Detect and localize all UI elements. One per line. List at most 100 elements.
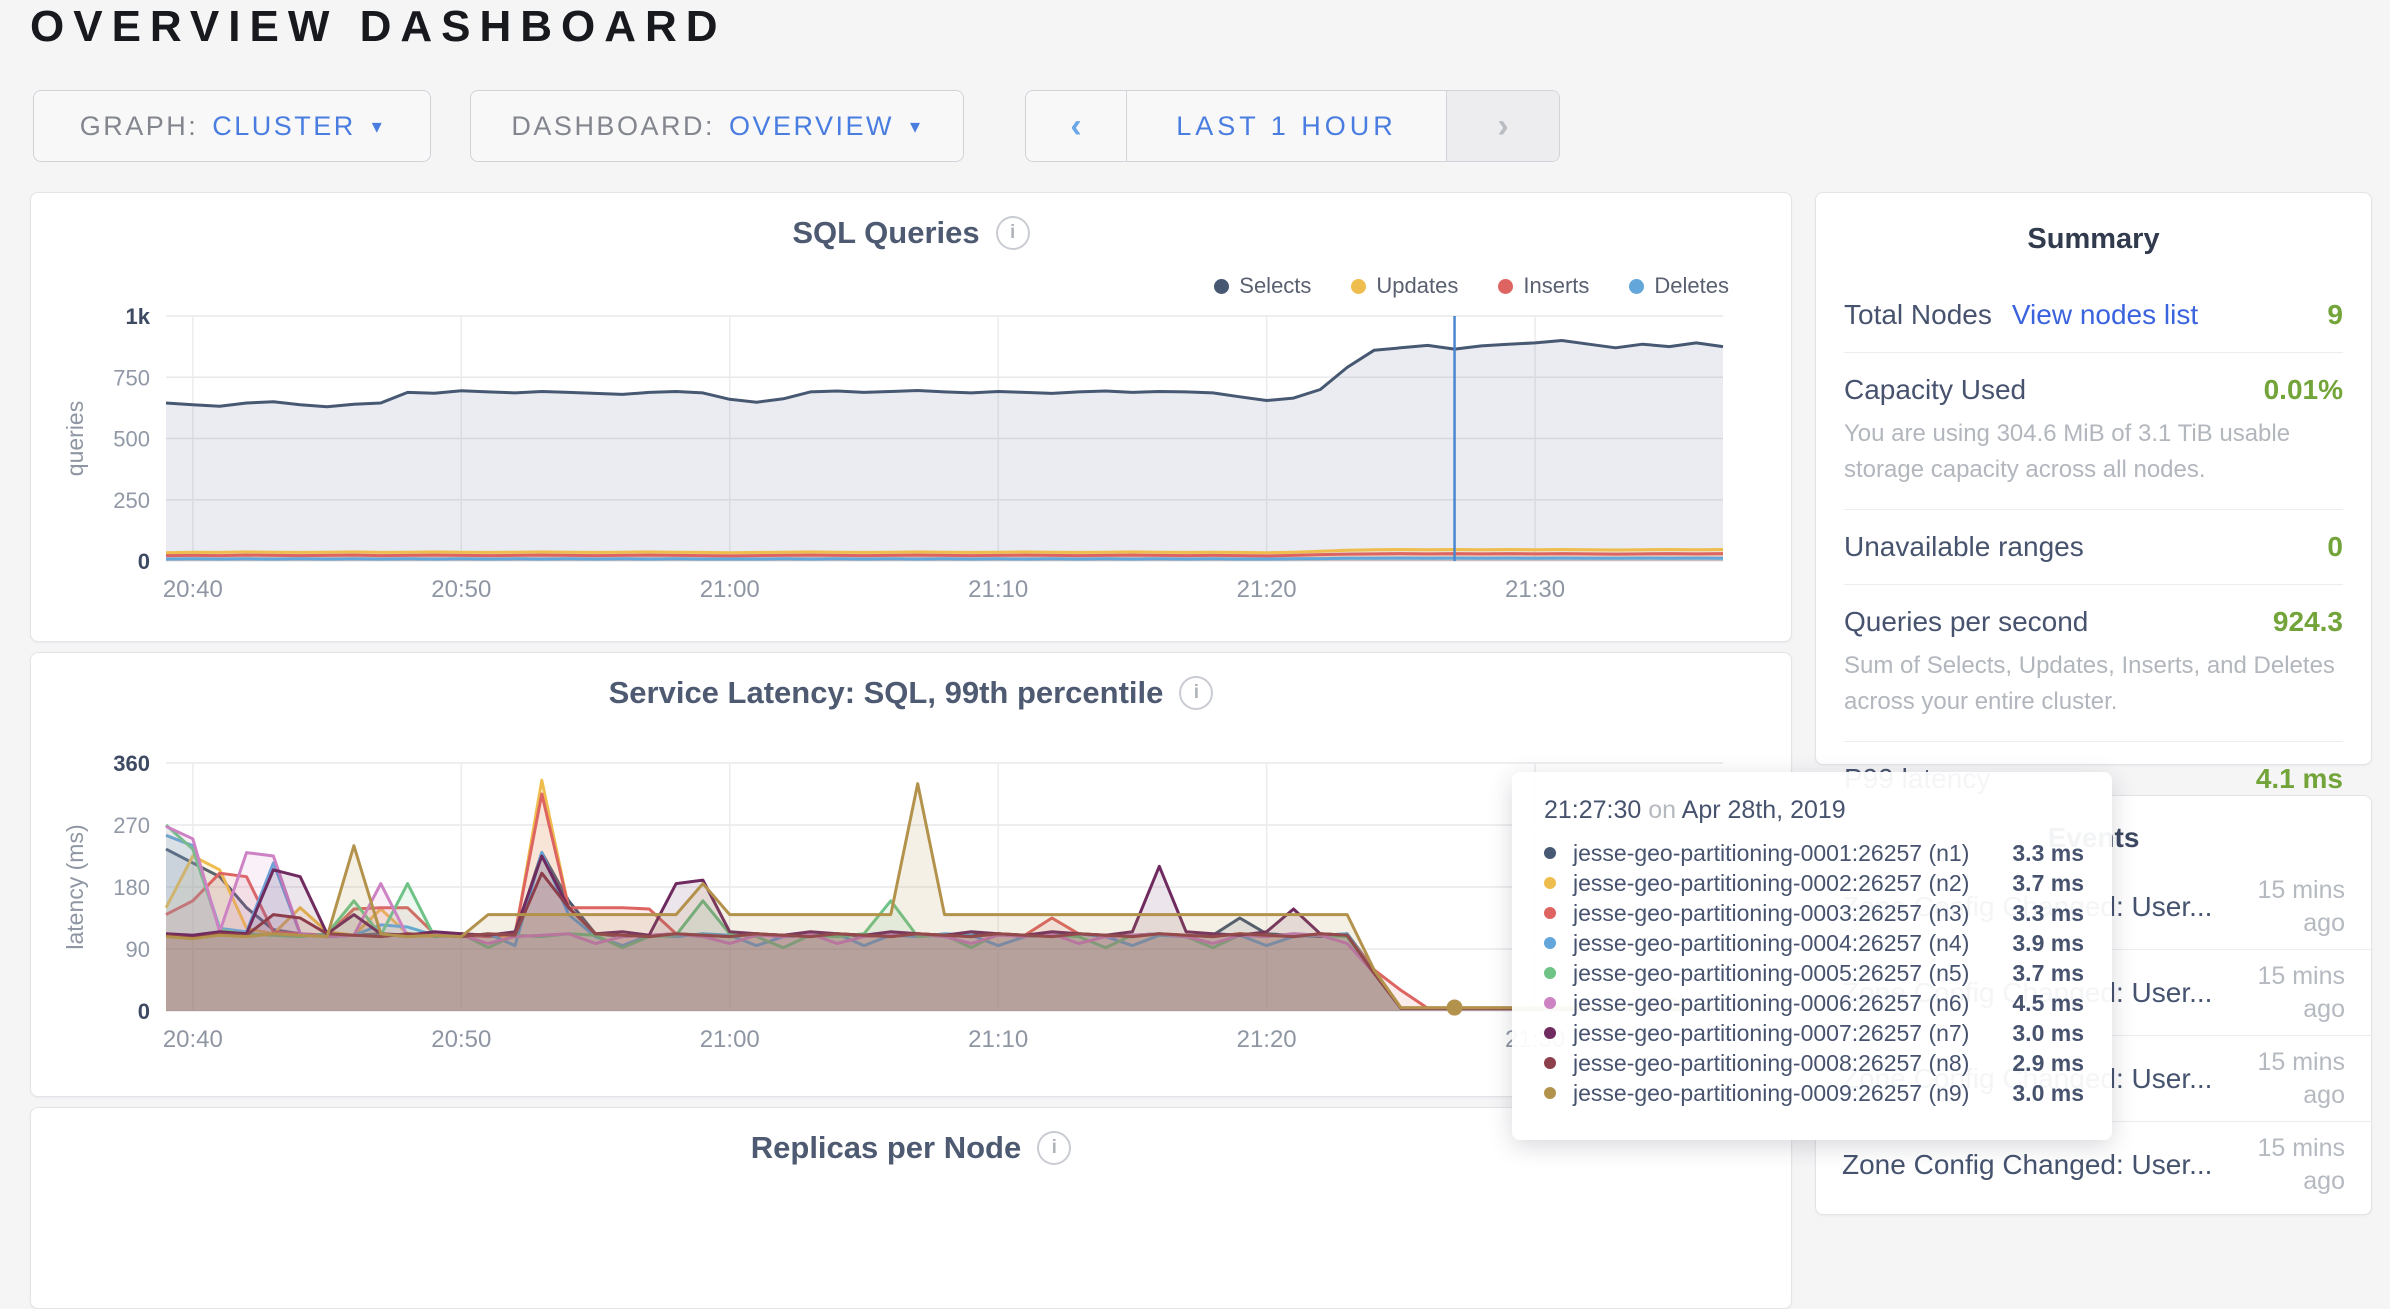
tooltip-row: jesse-geo-partitioning-0004:26257 (n4) 3.… <box>1544 928 2084 958</box>
summary-caption: Sum of Selects, Updates, Inserts, and De… <box>1844 652 2335 715</box>
tooltip-row: jesse-geo-partitioning-0001:26257 (n1) 3.… <box>1544 838 2084 868</box>
chart-hover-tooltip: 21:27:30 on Apr 28th, 2019 jesse-geo-par… <box>1512 772 2112 1140</box>
series-color-dot <box>1544 1087 1556 1099</box>
tooltip-node-name: jesse-geo-partitioning-0007:26257 (n7) <box>1573 1019 1970 1046</box>
summary-row-unavailable-ranges: Unavailable ranges 0 <box>1844 509 2343 584</box>
tooltip-node-name: jesse-geo-partitioning-0006:26257 (n6) <box>1573 989 1970 1016</box>
x-tick-label: 21:00 <box>700 1026 760 1053</box>
time-range-selector: ‹ LAST 1 HOUR › <box>1025 90 1560 162</box>
tooltip-node-latency: 4.5 ms <box>2012 989 2084 1016</box>
sql-queries-legend: Selects Updates Inserts Deletes <box>1214 273 1729 299</box>
sql-queries-card: 0 250 500 750 1k 20:40 20:50 21:00 21:10 21:20 21:… <box>30 192 1792 642</box>
summary-panel: Summary Total Nodes View nodes list 9 Ca… <box>1815 192 2372 794</box>
tooltip-rows: jesse-geo-partitioning-0001:26257 (n1) 3.… <box>1544 838 2084 1108</box>
x-tick-label: 20:50 <box>431 576 491 603</box>
sql-queries-chart[interactable]: 0 250 500 750 1k 20:40 20:50 21:00 21:10 21:20 21:… <box>31 193 1791 641</box>
caret-down-icon: ▾ <box>371 115 385 138</box>
series-color-dot <box>1544 907 1556 919</box>
graph-dropdown-label: GRAPH: <box>79 110 199 141</box>
legend-label: Updates <box>1376 273 1459 298</box>
tooltip-node-latency: 3.9 ms <box>2012 929 2084 956</box>
x-tick-label: 21:20 <box>1237 576 1297 603</box>
info-icon[interactable]: i <box>995 216 1030 250</box>
service-latency-chart[interactable]: 0 90 180 270 360 20:40 20:50 21:00 21:10 21:20 21:… <box>31 653 1791 1096</box>
summary-title: Summary <box>2027 223 2160 255</box>
y-tick-label: 500 <box>113 427 150 452</box>
tooltip-row: jesse-geo-partitioning-0002:26257 (n2) 3.… <box>1544 868 2084 898</box>
summary-value: 0.01% <box>2263 374 2343 405</box>
series-updates-line <box>165 548 1724 555</box>
series-color-dot <box>1544 967 1556 979</box>
legend-label: Deletes <box>1654 273 1729 298</box>
summary-value: 9 <box>2327 299 2343 330</box>
graph-dropdown[interactable]: GRAPH: CLUSTER ▾ <box>33 90 431 162</box>
tooltip-node-latency: 2.9 ms <box>2012 1049 2084 1076</box>
graph-dropdown-value: CLUSTER <box>212 110 356 141</box>
dashboard-dropdown[interactable]: DASHBOARD: OVERVIEW ▾ <box>470 90 964 162</box>
x-tick-label: 20:40 <box>163 1026 223 1053</box>
event-time: 15 mins ago <box>2257 1134 2345 1195</box>
tooltip-row: jesse-geo-partitioning-0006:26257 (n6) 4.… <box>1544 988 2084 1018</box>
y-tick-label: 0 <box>138 999 150 1024</box>
x-tick-label: 20:40 <box>163 576 223 603</box>
y-tick-label: 180 <box>113 875 150 900</box>
series-inserts-line <box>165 552 1724 558</box>
service-latency-card: 0 90 180 270 360 20:40 20:50 21:00 21:10 21:20 21:… <box>30 652 1792 1097</box>
legend-item-inserts: Inserts <box>1498 273 1589 299</box>
tooltip-row: jesse-geo-partitioning-0007:26257 (n7) 3.… <box>1544 1018 2084 1048</box>
tooltip-row: jesse-geo-partitioning-0005:26257 (n5) 3.… <box>1544 958 2084 988</box>
series-jesse-geo-partitioning-0006-26257-n6--area <box>166 826 1723 1011</box>
tooltip-node-name: jesse-geo-partitioning-0001:26257 (n1) <box>1573 839 1970 866</box>
tooltip-node-name: jesse-geo-partitioning-0005:26257 (n5) <box>1573 959 1970 986</box>
tooltip-node-latency: 3.0 ms <box>2012 1079 2084 1106</box>
dashboard-dropdown-label: DASHBOARD: <box>511 110 715 141</box>
tooltip-node-name: jesse-geo-partitioning-0004:26257 (n4) <box>1573 929 1970 956</box>
view-nodes-list-link[interactable]: View nodes list <box>2011 299 2199 330</box>
summary-label: Capacity Used <box>1844 374 2027 405</box>
legend-item-deletes: Deletes <box>1629 273 1729 299</box>
y-tick-label: 90 <box>126 937 150 962</box>
y-tick-label: 270 <box>113 813 150 838</box>
summary-label: Unavailable ranges <box>1844 531 2084 562</box>
tooltip-node-latency: 3.0 ms <box>2012 1019 2084 1046</box>
tooltip-node-name: jesse-geo-partitioning-0002:26257 (n2) <box>1573 869 1970 896</box>
tooltip-node-name: jesse-geo-partitioning-0008:26257 (n8) <box>1573 1049 1970 1076</box>
y-tick-label: 1k <box>126 304 151 329</box>
sql-queries-title: SQL Queries <box>792 215 980 250</box>
series-color-dot <box>1544 1057 1556 1069</box>
chevron-left-icon: ‹ <box>1070 106 1082 145</box>
time-range-next-button[interactable]: › <box>1446 91 1559 161</box>
event-time: 15 mins ago <box>2257 962 2345 1023</box>
series-jesse-geo-partitioning-0005-26257-n5--area <box>166 825 1723 1011</box>
y-tick-label: 0 <box>138 549 150 574</box>
info-icon[interactable]: i <box>1179 676 1214 710</box>
tooltip-node-name: jesse-geo-partitioning-0009:26257 (n9) <box>1573 1079 1970 1106</box>
series-jesse-geo-partitioning-0007-26257-n7--area <box>166 856 1723 1011</box>
series-jesse-geo-partitioning-0008-26257-n8--area <box>166 873 1723 1011</box>
series-color-dot <box>1544 1027 1556 1039</box>
tooltip-time: 21:27:30 <box>1544 796 1642 824</box>
tooltip-node-latency: 3.7 ms <box>2012 959 2084 986</box>
time-range-button[interactable]: LAST 1 HOUR <box>1127 91 1446 161</box>
series-jesse-geo-partitioning-0009-26257-n9--area <box>166 783 1723 1011</box>
y-tick-label: 750 <box>113 365 150 390</box>
time-range-label: LAST 1 HOUR <box>1176 110 1397 141</box>
info-icon[interactable]: i <box>1037 1131 1072 1165</box>
summary-value: 924.3 <box>2272 606 2343 637</box>
summary-row-total-nodes: Total Nodes View nodes list 9 <box>1844 278 2343 352</box>
legend-label: Selects <box>1239 273 1312 298</box>
x-tick-label: 21:30 <box>1505 576 1565 603</box>
time-range-prev-button[interactable]: ‹ <box>1026 91 1127 161</box>
tooltip-node-name: jesse-geo-partitioning-0003:26257 (n3) <box>1573 899 1970 926</box>
chevron-right-icon: › <box>1497 106 1509 145</box>
legend-color-dot <box>1214 278 1230 294</box>
summary-value: 4.1 ms <box>2255 763 2343 794</box>
caret-down-icon: ▾ <box>910 115 923 138</box>
event-link[interactable]: Zone Config Changed: User... <box>1842 1148 2213 1180</box>
series-color-dot <box>1544 937 1556 949</box>
x-tick-label: 20:50 <box>431 1026 491 1053</box>
x-tick-label: 21:10 <box>968 1026 1028 1053</box>
legend-item-updates: Updates <box>1351 273 1458 299</box>
series-jesse-geo-partitioning-0002-26257-n2--area <box>166 780 1723 1011</box>
summary-label: Total Nodes <box>1844 299 1992 330</box>
